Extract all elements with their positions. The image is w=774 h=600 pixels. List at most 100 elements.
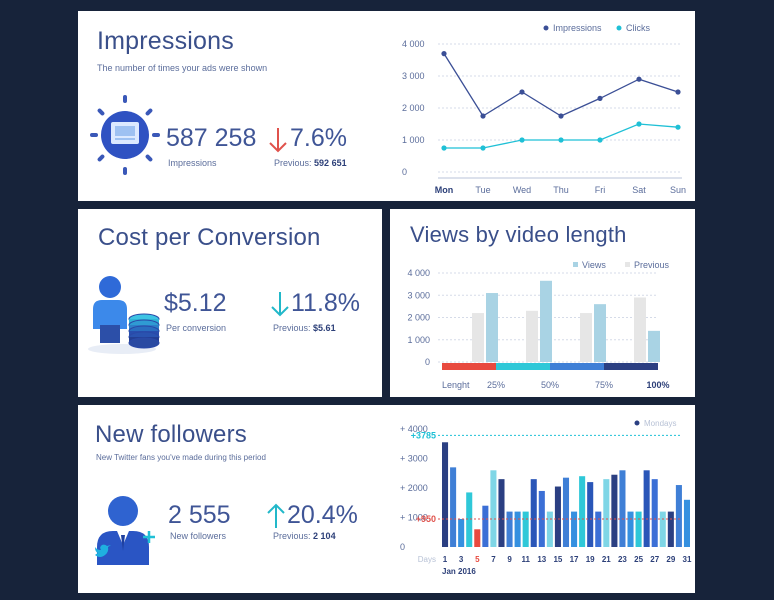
x-tick-label: 25% [487,380,505,390]
followers-subtitle: New Twitter fans you've made during this… [96,453,266,462]
arrow-down-icon [271,292,289,317]
day-bar [627,511,634,547]
y-tick-label: 3 000 [407,290,430,300]
day-bar [538,490,545,547]
arrow-down-icon [269,128,287,153]
data-point-clicks [480,145,486,151]
bar-previous [580,313,592,362]
bar-views [648,330,660,362]
legend-marker [543,25,549,31]
data-point-impressions [675,89,681,95]
x-tick-label: 15 [553,555,562,564]
arrow-up-icon [267,503,285,528]
x-tick-label: Mon [435,185,454,195]
display-ad-icon [90,95,160,175]
day-bar [635,511,642,547]
data-point-impressions [441,51,447,57]
data-point-clicks [675,124,681,130]
y-tick-label: 2 000 [407,313,430,323]
bar-views [486,293,498,362]
day-bar [643,470,650,547]
y-tick-label: 0 [425,357,430,367]
bar-views [594,304,606,362]
x-tick-label: 100% [646,380,669,390]
data-point-impressions [480,113,486,119]
x-tick-label: 23 [618,555,627,564]
day-bar [458,518,465,547]
day-bar [554,486,561,547]
day-bar [603,479,610,547]
x-period-label: Jan 2016 [442,567,476,576]
x-tick-label: 29 [666,555,675,564]
day-bar [442,442,449,547]
y-tick-label: 4 000 [407,268,430,278]
legend-marker [634,420,640,426]
day-bar [498,479,505,547]
followers-change: 20.4% [287,501,358,529]
impressions-clicks-line-chart: 0 1 000 2 000 3 000 4 000 Mon Tue Wed Thu Fri Sat S… [402,23,686,195]
views-card: Views by video length 0 1 000 2 000 3 000 4 … [390,209,695,397]
followers-previous-label: Previous: [273,531,311,541]
day-bar [571,511,578,547]
cost-previous-label: Previous: [273,323,311,333]
cost-previous: Previous: $5.61 [273,323,336,333]
cost-title: Cost per Conversion [98,224,321,251]
x-tick-label: Tue [475,185,490,195]
impressions-change: 7.6% [290,124,347,152]
data-point-clicks [636,121,642,127]
x-tick-label: 7 [491,555,496,564]
day-bar [675,485,682,547]
reference-label: +3785 [411,430,436,440]
impressions-title: Impressions [97,27,234,55]
x-tick-label: 21 [602,555,611,564]
data-point-impressions [519,89,525,95]
data-point-impressions [558,113,564,119]
impressions-previous-value: 592 651 [314,158,347,168]
data-point-clicks [441,145,447,151]
day-bar [530,479,537,547]
followers-previous: Previous: 2 104 [273,531,336,541]
series-line-impressions [443,53,679,117]
user-add-twitter-icon [95,496,155,565]
y-tick-label: + 2000 [400,483,428,493]
legend-marker [616,25,622,31]
day-bar [683,499,690,547]
legend-marker [625,262,630,267]
y-tick-label: 2 000 [402,103,425,113]
day-bar [482,505,489,547]
legend-marker [573,262,578,267]
data-point-impressions [636,76,642,82]
x-tick-label: Sat [632,185,646,195]
views-title: Views by video length [410,222,627,247]
day-bar [579,476,586,547]
bar-previous [634,297,646,362]
x-tick-label: Sun [670,185,686,195]
day-bar [514,511,521,547]
x-tick-label: Fri [595,185,606,195]
day-bar [450,467,457,547]
impressions-subtitle: The number of times your ads were shown [97,63,268,73]
day-bar [474,529,481,547]
x-tick-label: 25 [634,555,643,564]
data-point-clicks [597,137,603,143]
y-tick-label: 1 000 [402,135,425,145]
day-bar [522,511,529,547]
followers-card: New followers New Twitter fans you've ma… [78,405,695,593]
cost-previous-value: $5.61 [313,323,336,333]
day-bar [562,477,570,547]
y-tick-label: 1 000 [407,335,430,345]
legend-label: Previous [634,260,670,270]
bar-previous [472,313,484,362]
bar-previous [526,310,538,362]
cost-value-label: Per conversion [166,323,227,333]
x-tick-label: 27 [650,555,659,564]
cost-card: Cost per Conversion $5.12 Per conversion… [78,209,382,397]
day-bar [659,511,666,547]
y-tick-label: + 3000 [400,454,428,464]
x-tick-label: 50% [541,380,559,390]
followers-title: New followers [95,421,247,448]
y-tick-label: 0 [402,167,407,177]
followers-previous-value: 2 104 [313,531,336,541]
day-bar [546,511,553,547]
